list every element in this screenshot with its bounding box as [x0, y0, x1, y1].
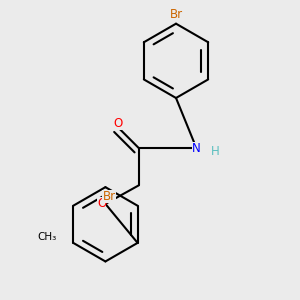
Text: O: O	[97, 197, 106, 210]
Text: Br: Br	[169, 8, 183, 21]
Text: CH₃: CH₃	[37, 232, 56, 242]
Text: O: O	[114, 117, 123, 130]
Text: H: H	[211, 145, 219, 158]
Text: N: N	[192, 142, 201, 154]
Text: Br: Br	[103, 190, 116, 203]
